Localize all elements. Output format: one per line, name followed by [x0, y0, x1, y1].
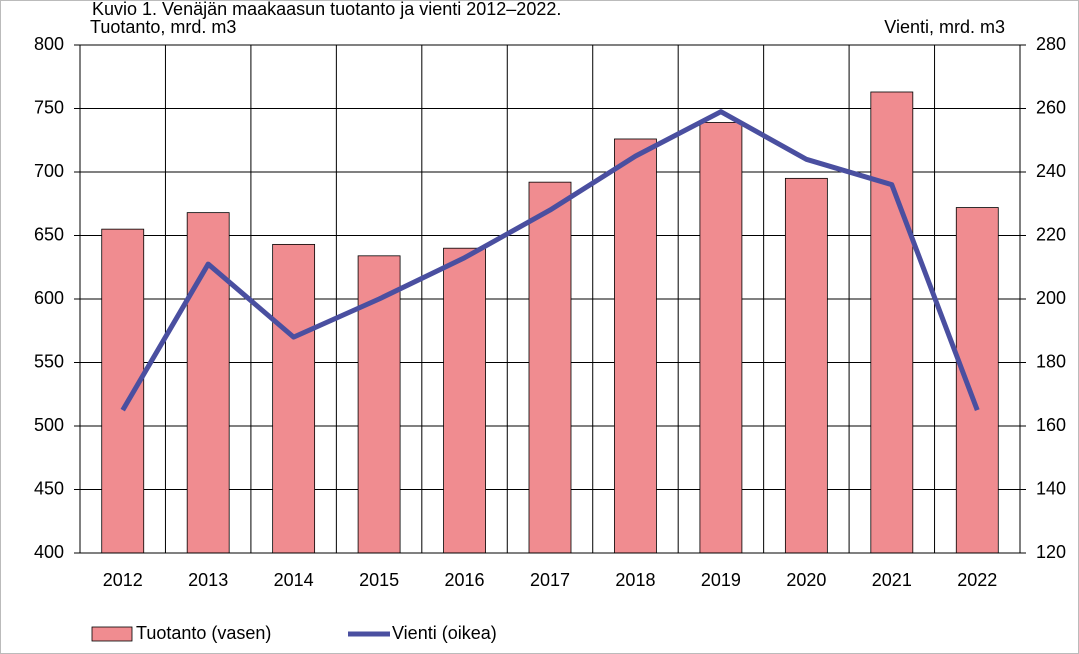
x-tick-label: 2014 [274, 570, 314, 590]
bar [443, 247, 486, 554]
y-axis-label: Tuotanto, mrd. m3 [90, 17, 236, 37]
bar [528, 181, 572, 554]
x-tick-label: 2021 [872, 570, 912, 590]
y-tick-label: 600 [34, 288, 64, 308]
legend-label: Tuotanto (vasen) [136, 623, 271, 643]
y-tick-label: 700 [34, 161, 64, 181]
bar [614, 138, 657, 554]
y2-tick-label: 240 [1036, 161, 1066, 181]
x-tick-label: 2022 [957, 570, 997, 590]
x-tick-label: 2016 [445, 570, 485, 590]
y-tick-label: 450 [34, 478, 64, 498]
bar [101, 228, 145, 554]
bar [699, 122, 743, 554]
y-tick-label: 750 [34, 97, 64, 117]
y2-tick-label: 200 [1036, 288, 1066, 308]
bar [272, 243, 316, 554]
x-tick-label: 2012 [103, 570, 143, 590]
bar [870, 91, 914, 554]
legend-swatch [91, 626, 133, 642]
x-tick-label: 2019 [701, 570, 741, 590]
chart-title: Kuvio 1. Venäjän maakaasun tuotanto ja v… [92, 0, 561, 19]
x-tick-label: 2015 [359, 570, 399, 590]
bar [955, 207, 999, 554]
y2-tick-label: 180 [1036, 351, 1066, 371]
line [120, 109, 980, 412]
x-tick-label: 2013 [188, 570, 228, 590]
bar [186, 212, 230, 554]
x-tick-label: 2020 [786, 570, 826, 590]
y-tick-label: 800 [34, 34, 64, 54]
y2-tick-label: 140 [1036, 478, 1066, 498]
y2-tick-label: 280 [1036, 34, 1066, 54]
legend-label: Vienti (oikea) [392, 623, 497, 643]
y2-tick-label: 160 [1036, 415, 1066, 435]
y2-axis-label: Vienti, mrd. m3 [884, 17, 1005, 37]
y2-tick-label: 220 [1036, 224, 1066, 244]
y-tick-label: 400 [34, 542, 64, 562]
y-tick-label: 550 [34, 351, 64, 371]
y2-tick-label: 120 [1036, 542, 1066, 562]
bar [784, 177, 828, 554]
y2-tick-label: 260 [1036, 97, 1066, 117]
y-tick-label: 650 [34, 224, 64, 244]
x-tick-label: 2018 [615, 570, 655, 590]
plot-frame [79, 44, 1021, 554]
x-tick-label: 2017 [530, 570, 570, 590]
y-tick-label: 500 [34, 415, 64, 435]
